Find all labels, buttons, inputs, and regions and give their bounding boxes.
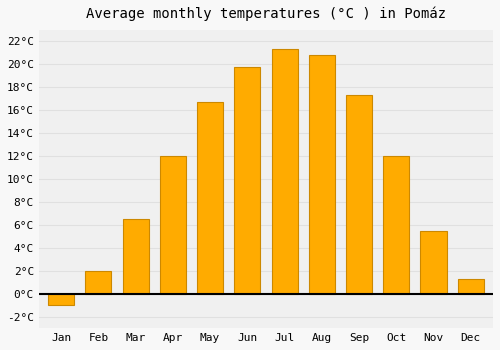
Bar — [272, 49, 297, 294]
Bar — [234, 68, 260, 294]
Bar — [383, 156, 409, 294]
Bar — [122, 219, 148, 294]
Bar — [48, 294, 74, 305]
Bar — [346, 95, 372, 294]
Bar — [86, 271, 112, 294]
Bar — [160, 156, 186, 294]
Bar — [458, 279, 483, 294]
Bar — [420, 231, 446, 294]
Bar — [197, 102, 223, 294]
Bar — [308, 55, 335, 294]
Title: Average monthly temperatures (°C ) in Pomáz: Average monthly temperatures (°C ) in Po… — [86, 7, 446, 21]
